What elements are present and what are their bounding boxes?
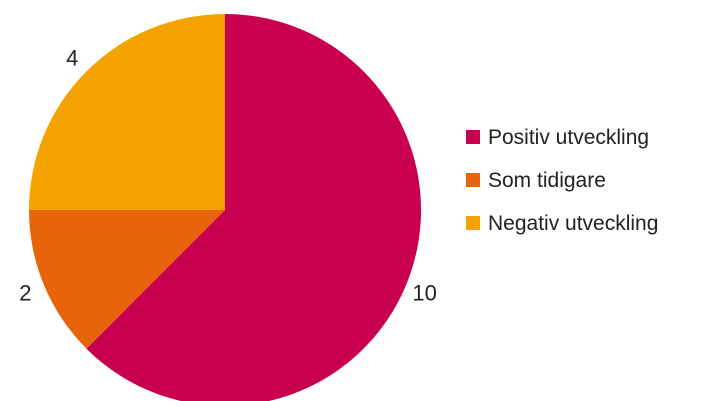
pie-slice-1 [86,14,421,401]
pie-data-label-2: 2 [19,281,31,306]
legend-swatch-1 [466,130,480,144]
pie-slice-3 [29,14,225,210]
legend-swatch-3 [466,216,480,230]
pie-data-label-3: 4 [66,45,78,70]
legend-label-3: Negativ utveckling [488,212,658,235]
legend-label-2: Som tidigare [488,169,606,192]
pie-slice-2 [29,210,225,349]
legend-swatch-2 [466,173,480,187]
pie-data-labels: 10 2 4 [19,45,437,305]
legend-label-1: Positiv utveckling [488,126,649,149]
legend: Positiv utveckling Som tidigare Negativ ut… [466,126,658,235]
pie-data-label-1: 10 [412,281,436,306]
pie-slices [29,14,421,401]
